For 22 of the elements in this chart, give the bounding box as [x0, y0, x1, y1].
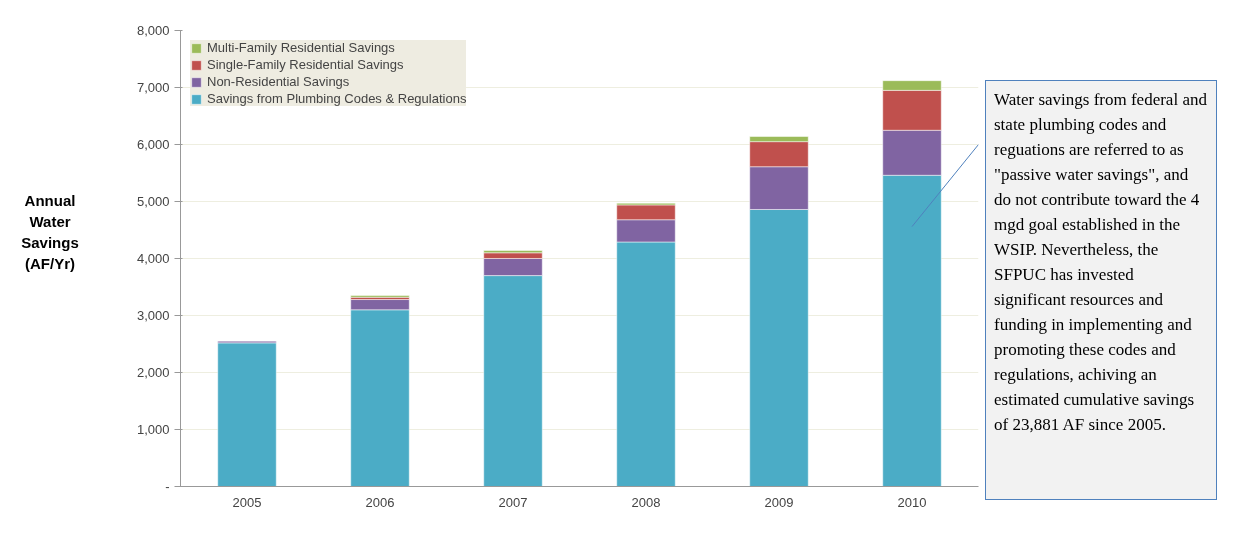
legend-label: Non-Residential Savings [207, 74, 350, 89]
bar [217, 342, 277, 487]
y-tick-label: 5,000 [136, 194, 170, 209]
x-tick-label: 2006 [365, 494, 395, 510]
x-tick-label: 2008 [631, 494, 661, 510]
x-tick-label: 2005 [232, 494, 262, 510]
x-tick-label: 2010 [897, 494, 927, 510]
x-tick-label: 2007 [498, 494, 528, 510]
y-tick-label: 1,000 [136, 422, 170, 437]
y-tick-label: 6,000 [136, 137, 170, 152]
y-tick-label: 7,000 [136, 80, 170, 95]
y-tick-label: - [165, 479, 170, 494]
y-tick-label: 8,000 [136, 23, 170, 38]
y-axis-title: Annual Water Savings (AF/Yr) [20, 191, 80, 274]
legend-label: Multi-Family Residential Savings [207, 40, 395, 55]
legend-label: Savings from Plumbing Codes & Regulations [207, 91, 467, 106]
y-tick-label: 4,000 [136, 251, 170, 266]
text: Water savings from federal and state plumbing codes and reguations are referred to as "passive water savings", and do not contribute toward the 4 mgd goal established in the WSIP. Nevertheless, the SFPUC has invested significant resources and funding in implementing and promoting these codes and regulations, achiving an estimated cumulative savings of 23,881 AF since 2005. [994, 90, 1207, 434]
y-tick-label: 2,000 [136, 365, 170, 380]
y-tick-label: 3,000 [136, 308, 170, 323]
legend-label: Single-Family Residential Savings [207, 57, 404, 72]
x-tick-label: 2009 [764, 494, 794, 510]
